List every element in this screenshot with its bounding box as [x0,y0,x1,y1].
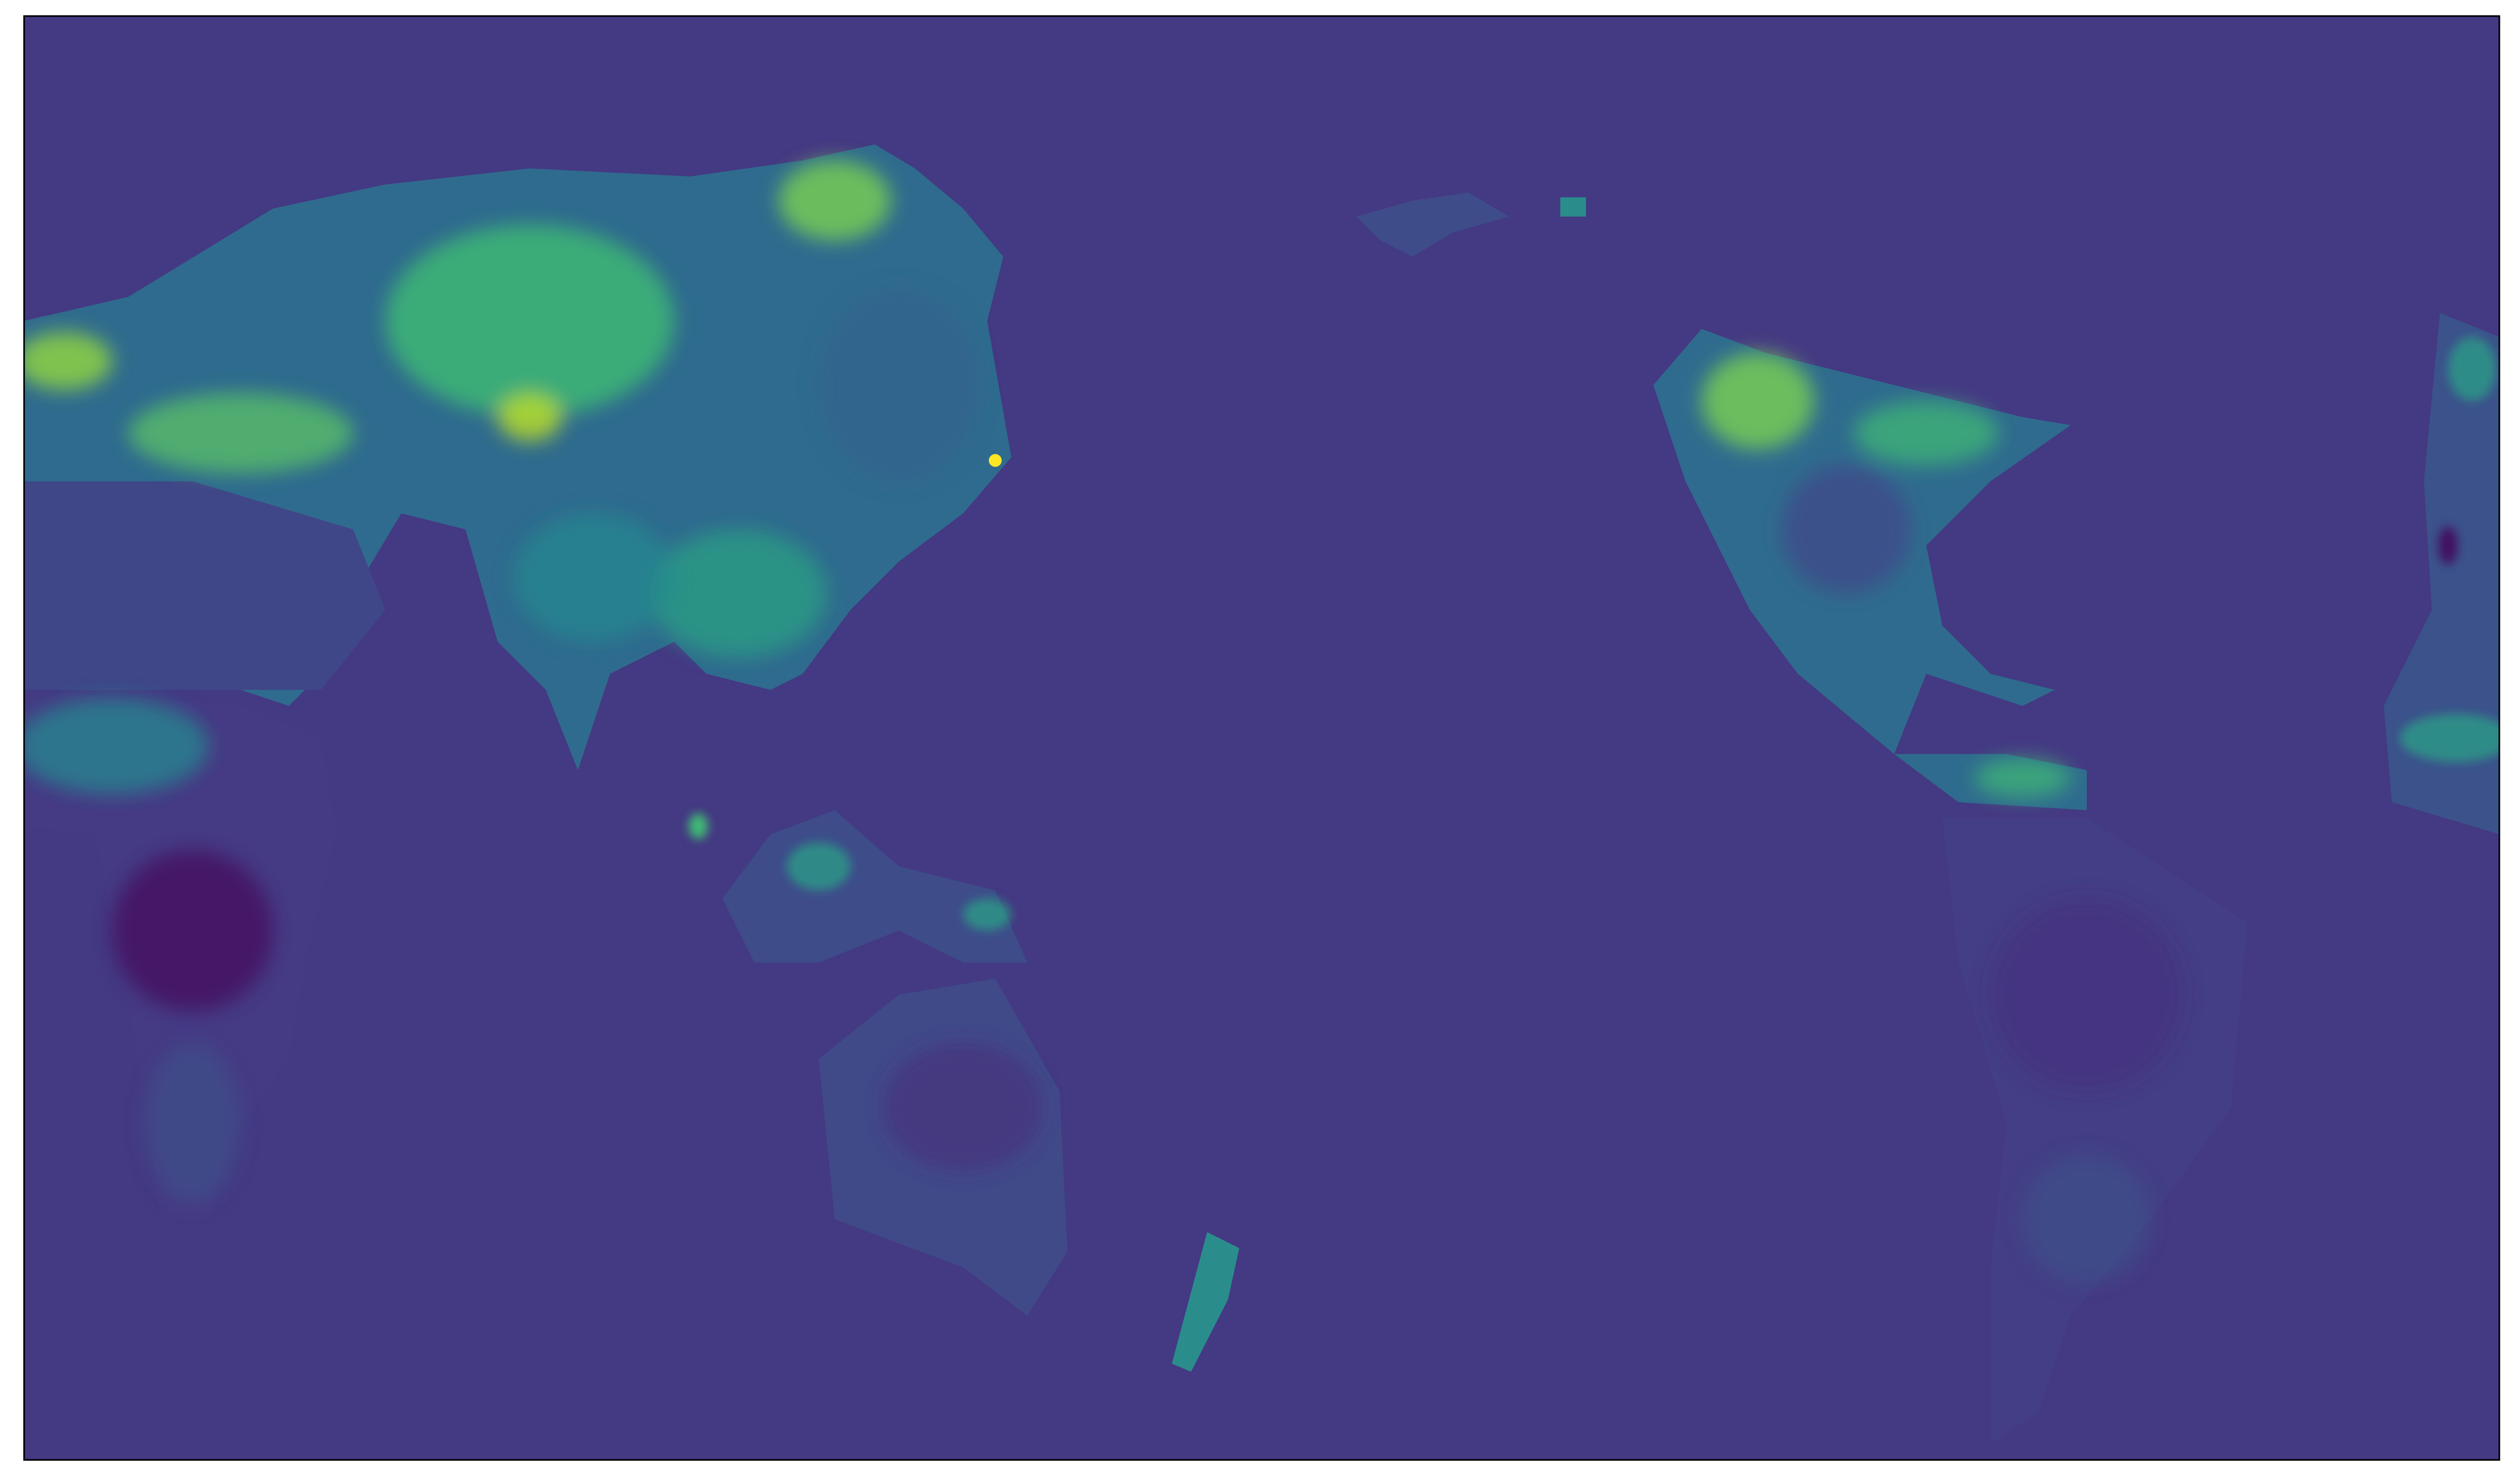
australia-shading [883,1042,1044,1171]
land [24,144,2499,1444]
south-america-shading [1990,898,2184,1284]
arctic-islands [1356,192,1509,257]
north-america-highlights [1701,353,2071,798]
eurasia-highlights [24,160,979,658]
edge-highlights [2399,336,2499,762]
europe-africa-edge [2384,313,2499,834]
middle-east [24,481,385,690]
indonesia-highlights [689,813,1012,931]
arctic-island [1560,197,1586,217]
new-zealand [1171,1232,1239,1372]
africa-shading [24,698,273,1203]
hotspot [988,454,1002,467]
map-frame [23,15,2501,1461]
